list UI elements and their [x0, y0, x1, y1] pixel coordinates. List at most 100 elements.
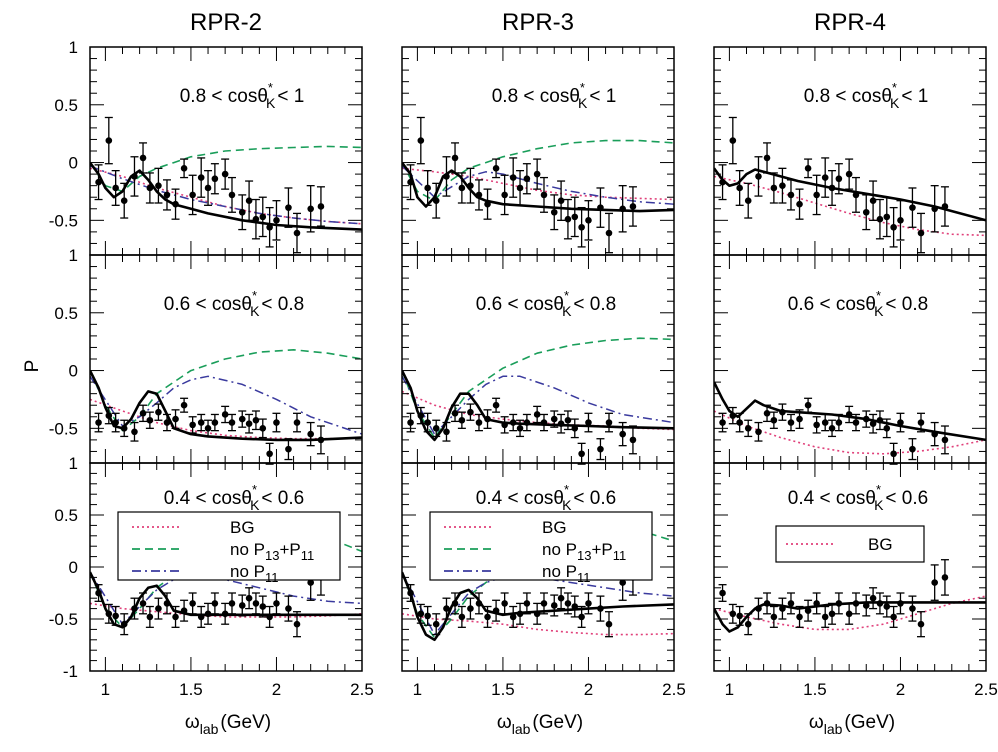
- data-point: [252, 416, 260, 424]
- data-point: [146, 184, 154, 192]
- x-tick-label: 2.5: [974, 680, 998, 699]
- data-point: [211, 600, 219, 607]
- data-point: [252, 215, 260, 223]
- data-point: [779, 605, 786, 612]
- data-point: [931, 430, 938, 438]
- data-point: [266, 450, 273, 458]
- curve-model: [714, 381, 986, 442]
- data-point: [259, 213, 267, 221]
- data-point: [736, 184, 743, 192]
- data-point: [619, 205, 626, 213]
- data-point: [105, 412, 113, 419]
- data-point: [557, 197, 565, 204]
- data-point: [941, 203, 949, 210]
- data-point: [729, 137, 737, 144]
- data-point: [763, 410, 771, 417]
- curve-bg: [402, 613, 674, 636]
- data-point: [245, 420, 253, 428]
- data-point: [897, 217, 904, 224]
- data-point: [744, 197, 752, 204]
- legend-box: [117, 511, 341, 581]
- data-point: [917, 419, 925, 426]
- y-tick-label: 0: [69, 362, 78, 381]
- data-point: [285, 605, 292, 612]
- curve-no-p13-p11: [402, 337, 674, 439]
- data-point: [571, 603, 579, 610]
- data-point: [155, 408, 162, 416]
- data-point: [285, 445, 292, 453]
- panel-label: 0.4 < cosθ* K < 0.6: [788, 482, 928, 513]
- data-point: [112, 184, 119, 192]
- panel-2-2: 0.6 < cosθ* K < 0.8: [401, 254, 675, 465]
- y-tick-label: 1: [69, 454, 78, 473]
- x-tick-label: 1: [101, 680, 110, 699]
- x-tick-label: 2: [896, 680, 905, 699]
- data-point: [876, 600, 884, 607]
- data-point: [139, 600, 147, 607]
- data-point: [890, 613, 897, 621]
- data-point: [417, 137, 425, 144]
- data-point: [605, 419, 613, 426]
- data-point: [821, 419, 829, 426]
- data-point: [540, 191, 548, 199]
- data-point: [821, 613, 829, 621]
- data-point: [443, 173, 450, 180]
- data-point: [619, 579, 626, 586]
- data-point: [139, 410, 147, 417]
- data-point: [307, 205, 314, 213]
- data-point: [523, 419, 531, 426]
- data-point: [484, 200, 491, 208]
- data-point: [719, 419, 726, 426]
- legend-label: no P13+P11: [230, 540, 314, 563]
- data-point: [744, 425, 752, 432]
- data-point: [736, 612, 743, 620]
- data-point: [845, 170, 853, 178]
- panel-label: 0.4 < cosθ* K < 0.6: [476, 482, 616, 513]
- data-point: [475, 419, 483, 426]
- data-point: [492, 401, 500, 409]
- legend-label: no P13+P11: [542, 540, 626, 563]
- panel-3-3: 1 1.5 2 2.5 0.4 < cosθ* K < 0.6: [713, 462, 998, 699]
- data-point: [432, 197, 440, 204]
- panel-label: 0.6 < cosθ* K < 0.8: [788, 288, 928, 319]
- data-point: [578, 613, 585, 621]
- data-point: [597, 605, 604, 612]
- data-point: [796, 415, 803, 423]
- data-point: [458, 416, 466, 424]
- x-tick-label: 2: [272, 680, 281, 699]
- x-tick-label: 2.5: [662, 680, 686, 699]
- data-point: [501, 421, 508, 429]
- x-tick-label: 1.5: [179, 680, 203, 699]
- data-point: [755, 428, 762, 436]
- data-point: [796, 613, 803, 621]
- data-point: [228, 600, 236, 607]
- legend-label: BG: [230, 518, 255, 537]
- x-axis-title: ωlab (GeV): [497, 712, 583, 737]
- panel-1-1: -0.5 0 0.5 1 0.8 < cosθ* K < 1: [49, 38, 363, 256]
- data-point: [533, 170, 541, 178]
- column-title: RPR-2: [190, 9, 262, 36]
- data-point: [467, 182, 474, 189]
- data-point: [189, 421, 196, 429]
- column-title: RPR-4: [814, 9, 886, 36]
- column-title: RPR-3: [502, 9, 574, 36]
- data-point: [451, 600, 459, 607]
- data-point: [564, 600, 572, 607]
- legend-label: no P11: [542, 562, 590, 585]
- curve-model: [714, 601, 986, 633]
- data-point: [172, 613, 179, 621]
- data-point: [931, 579, 938, 586]
- curve-no-p13-p11: [90, 145, 362, 193]
- data-point: [501, 191, 508, 199]
- data-point: [475, 600, 483, 607]
- data-point: [585, 217, 592, 224]
- data-point: [804, 165, 812, 172]
- data-point: [467, 408, 474, 416]
- data-point: [424, 419, 431, 426]
- data-point: [869, 420, 877, 428]
- data-point: [131, 605, 138, 612]
- data-point: [557, 420, 565, 428]
- data-point: [533, 411, 541, 418]
